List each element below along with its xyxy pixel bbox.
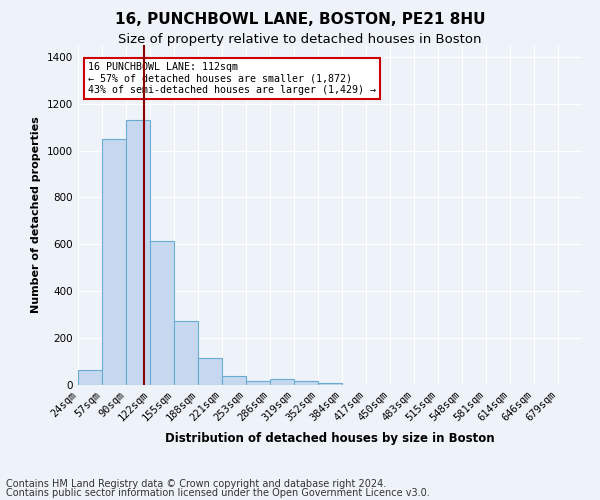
X-axis label: Distribution of detached houses by size in Boston: Distribution of detached houses by size … <box>165 432 495 445</box>
Bar <box>78 370 102 385</box>
Text: Contains HM Land Registry data © Crown copyright and database right 2024.: Contains HM Land Registry data © Crown c… <box>6 479 386 489</box>
Bar <box>174 320 198 385</box>
Y-axis label: Number of detached properties: Number of detached properties <box>31 116 41 314</box>
Bar <box>198 358 222 385</box>
Text: Size of property relative to detached houses in Boston: Size of property relative to detached ho… <box>118 32 482 46</box>
Text: 16, PUNCHBOWL LANE, BOSTON, PE21 8HU: 16, PUNCHBOWL LANE, BOSTON, PE21 8HU <box>115 12 485 28</box>
Bar <box>150 241 174 385</box>
Bar <box>126 120 150 385</box>
Bar <box>222 376 246 385</box>
Text: 16 PUNCHBOWL LANE: 112sqm
← 57% of detached houses are smaller (1,872)
43% of se: 16 PUNCHBOWL LANE: 112sqm ← 57% of detac… <box>88 62 376 95</box>
Bar <box>246 381 270 385</box>
Text: Contains public sector information licensed under the Open Government Licence v3: Contains public sector information licen… <box>6 488 430 498</box>
Bar <box>294 381 318 385</box>
Bar <box>270 379 294 385</box>
Bar <box>318 383 342 385</box>
Bar <box>102 139 126 385</box>
